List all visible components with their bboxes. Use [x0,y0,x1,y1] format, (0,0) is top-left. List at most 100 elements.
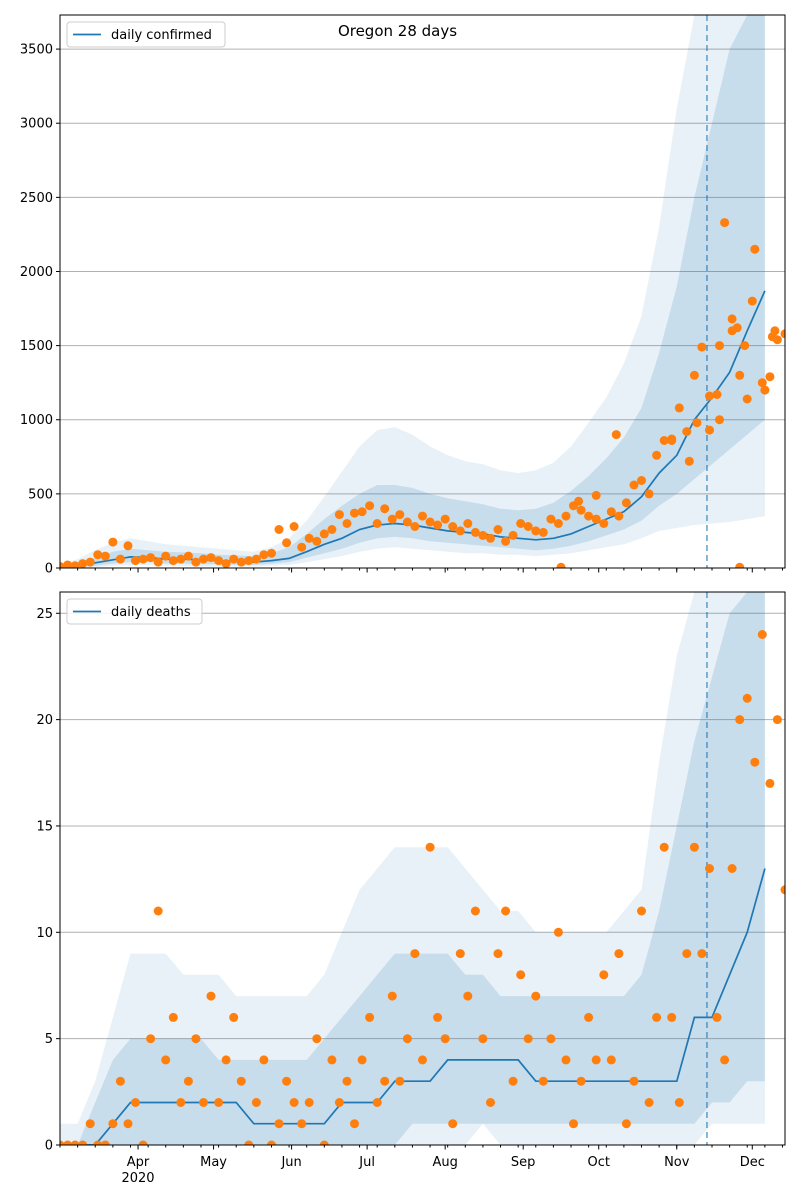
data-point [365,1012,375,1022]
data-point [611,430,621,440]
y-tick-label: 20 [36,713,53,728]
data-point [470,527,480,537]
data-point [574,496,584,506]
data-point [395,510,405,520]
data-point [742,394,752,404]
data-point [327,525,337,534]
data-point [553,927,563,937]
data-point [387,514,397,524]
confidence-band [60,592,765,1145]
data-point [70,561,80,568]
data-point [357,1055,367,1065]
data-point [599,519,609,528]
x-tick-label: Jun [280,1155,301,1170]
data-point [508,1076,518,1086]
legend: daily confirmed [66,21,226,48]
x-tick-label: May [200,1155,227,1170]
y-tick-label: 0 [45,1139,53,1154]
data-point [100,551,110,561]
data-point [123,1119,133,1129]
data-point [727,864,737,873]
data-point [372,1098,382,1107]
data-point [689,842,699,852]
data-point [357,507,367,517]
data-point [740,341,750,351]
data-point [221,1055,231,1065]
data-point [312,536,322,546]
data-point [342,519,352,528]
data-point [772,715,782,725]
data-point [168,556,178,566]
data-point [720,218,730,228]
data-point [576,505,586,515]
legend: daily deaths [66,598,203,625]
data-point [244,556,254,566]
y-tick-label: 0 [45,562,53,577]
legend-label: daily confirmed [111,28,212,43]
data-point [176,554,186,564]
y-tick-label: 5 [45,1032,53,1047]
y-tick-label: 2000 [20,265,53,280]
data-point [531,991,541,1001]
data-point [183,1076,193,1086]
data-point [546,1034,556,1044]
data-point [448,522,458,531]
data-point [735,370,745,380]
data-point [621,1119,631,1129]
data-point [448,1119,458,1129]
data-point [652,1012,662,1022]
data-point [334,1098,344,1107]
data-point [637,906,646,916]
data-point [538,527,548,537]
data-point [402,517,412,527]
data-point [742,693,752,703]
y-tick-label: 1000 [20,413,53,428]
data-point [606,1055,616,1065]
data-point [108,1119,118,1129]
data-point [138,554,148,564]
data-point [682,427,692,437]
data-point [606,507,616,517]
data-point [372,519,382,528]
data-point [765,372,775,382]
data-point [183,551,193,561]
data-point [433,1012,443,1022]
data-point [561,511,571,521]
data-point [410,522,420,531]
data-point [282,1076,292,1086]
data-point [342,1076,352,1086]
data-point [221,559,231,568]
data-point [591,1055,601,1065]
data-point [274,1119,284,1129]
x-tick-label: Jul [358,1155,375,1170]
y-tick-label: 1500 [20,339,53,354]
data-point [692,418,702,428]
x-tick-label: Aug [432,1155,457,1170]
data-point [750,757,760,767]
data-point [425,842,435,852]
x-tick-label: Dec [740,1155,765,1170]
data-point [486,533,495,543]
data-point [760,385,770,395]
data-point [440,514,450,524]
data-point [757,630,767,639]
data-point [161,1055,171,1065]
data-point [796,414,800,423]
data-point [199,1098,208,1107]
data-point [327,1055,337,1065]
y-tick-label: 2500 [20,191,53,206]
plot-frame [59,14,786,569]
x-tick-label: 2020 [121,1171,154,1186]
data-point [644,1098,654,1107]
data-point [433,520,443,530]
data-point [531,526,541,536]
confirmed-panel: 0 500 1000 1500 2000 2500 3000 3500 daily confir… [20,14,800,577]
data-point [493,949,503,959]
data-point [493,525,503,534]
data-point [236,1076,246,1086]
data-point [735,715,745,725]
data-point [684,456,694,466]
data-point [715,341,724,351]
data-point [380,504,390,514]
